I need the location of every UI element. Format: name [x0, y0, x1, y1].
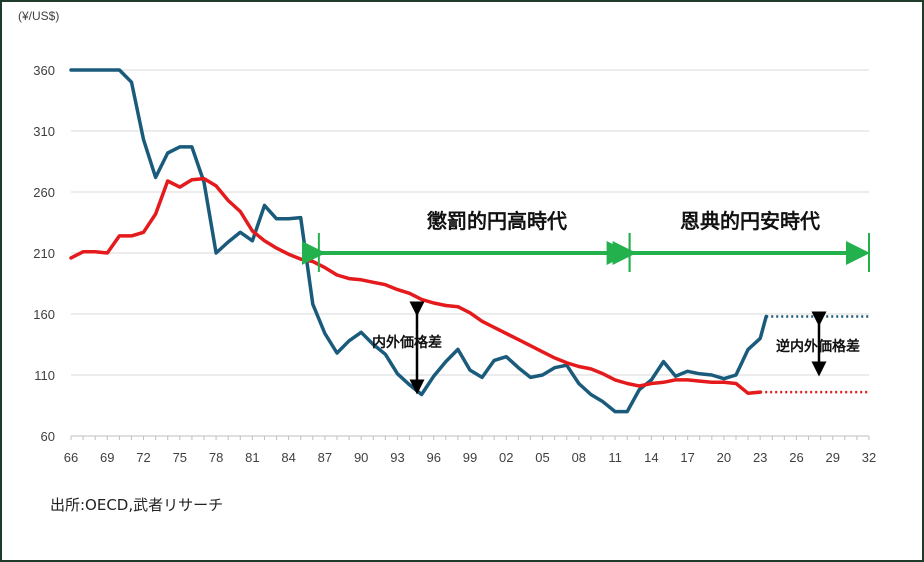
reverse-price-gap-label: 逆内外価格差 — [776, 338, 860, 355]
source-note: 出所:OECD,武者リサーチ — [50, 496, 223, 514]
y-tick-label: 110 — [34, 368, 55, 383]
y-axis-ticks: 60 110 160 210 260 310 360 — [33, 63, 55, 444]
x-tick-label: 81 — [245, 450, 259, 465]
x-tick-label: 23 — [753, 450, 767, 465]
x-tick-label: 66 — [64, 450, 78, 465]
y-tick-label: 260 — [33, 185, 55, 200]
x-tick-label: 84 — [281, 450, 295, 465]
price-gap-label: 内外価格差 — [372, 334, 442, 351]
x-tick-label: 99 — [463, 450, 477, 465]
x-axis-ticks: 66 69 72 75 78 81 84 87 90 93 96 99 02 05 08 11 14 17 20 23… — [64, 450, 876, 465]
y-tick-label: 360 — [33, 63, 55, 78]
x-tick-label: 72 — [136, 450, 150, 465]
x-tick-label: 14 — [644, 450, 658, 465]
era-label-strong-yen: 懲罰的円高時代 — [427, 209, 567, 233]
x-tick-label: 96 — [426, 450, 440, 465]
y-tick-label: 210 — [33, 246, 55, 261]
series-lines — [69, 68, 869, 414]
x-tick-label: 78 — [209, 450, 223, 465]
x-tick-label: 90 — [354, 450, 368, 465]
y-axis-unit-label: (¥/US$) — [18, 9, 59, 23]
series-line-blue — [69, 68, 768, 414]
series-line-red — [69, 176, 762, 396]
x-tick-label: 05 — [535, 450, 549, 465]
x-tick-label: 29 — [825, 450, 839, 465]
x-tick-label: 87 — [318, 450, 332, 465]
x-tick-label: 32 — [862, 450, 876, 465]
x-tick-label: 75 — [173, 450, 187, 465]
y-tick-label: 160 — [33, 307, 55, 322]
x-tick-label: 02 — [499, 450, 513, 465]
annotation-arrows — [301, 233, 870, 395]
x-tick-label: 11 — [608, 450, 622, 465]
x-tick-label: 69 — [100, 450, 114, 465]
x-tick-label: 17 — [680, 450, 694, 465]
x-axis — [70, 435, 870, 440]
era-label-weak-yen: 恩典的円安時代 — [680, 209, 820, 233]
x-tick-label: 93 — [390, 450, 404, 465]
x-tick-label: 26 — [789, 450, 803, 465]
y-tick-label: 60 — [41, 429, 55, 444]
y-tick-label: 310 — [33, 124, 55, 139]
x-tick-label: 20 — [717, 450, 731, 465]
x-tick-label: 08 — [572, 450, 586, 465]
